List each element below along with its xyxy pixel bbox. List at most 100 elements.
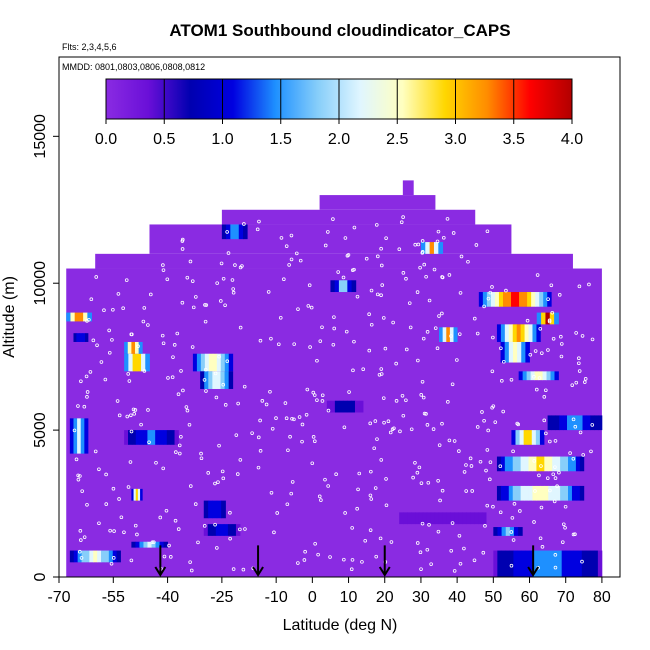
sample-point (379, 367, 384, 371)
cloud-feature (496, 485, 585, 501)
cloud-cell (594, 415, 599, 431)
sample-point (368, 493, 373, 498)
cloud-cell (500, 456, 506, 472)
sample-point (241, 567, 246, 572)
cloud-cell (573, 550, 579, 577)
sample-point (553, 465, 557, 469)
sample-point (176, 527, 181, 531)
sample-point (180, 237, 185, 242)
cloud-cell (512, 485, 518, 501)
cloud-cell (496, 456, 502, 472)
cloud-cell (330, 400, 336, 413)
sample-point (184, 405, 189, 409)
sample-point (538, 536, 543, 541)
cloud-cell (446, 327, 451, 342)
sample-point (418, 550, 423, 555)
cloud-cell (498, 292, 504, 307)
sample-point (102, 308, 106, 313)
cloud-cell (585, 550, 591, 577)
cloud-cell (560, 485, 565, 501)
sample-point (404, 347, 409, 352)
sample-point (180, 247, 185, 251)
sample-point (435, 239, 440, 244)
sample-point (440, 275, 445, 280)
sample-point (515, 421, 520, 426)
cloud-cell (216, 353, 222, 372)
cloud-cell (550, 371, 555, 381)
cloud-cell (597, 550, 603, 577)
cloud-feature (547, 415, 603, 431)
sample-point (152, 540, 156, 544)
cloud-cell (203, 524, 209, 536)
cloud-cell (159, 430, 164, 445)
sample-point (215, 281, 219, 285)
cloud-cell (227, 524, 233, 536)
cloud-cell (567, 415, 572, 431)
sample-point (238, 458, 243, 462)
sample-point (421, 336, 426, 341)
cloud-cell (155, 541, 160, 548)
cloud-feature (131, 541, 168, 548)
cloud-cell (69, 550, 75, 563)
sample-point (204, 389, 208, 393)
sample-point (85, 390, 90, 394)
sample-point (437, 314, 441, 318)
sample-point (242, 222, 246, 226)
cloud-cell (590, 415, 595, 431)
cloud-cell (505, 527, 511, 536)
sample-point (457, 449, 461, 453)
sample-point (342, 557, 346, 562)
sample-point (421, 395, 426, 400)
sample-point (425, 330, 430, 334)
cloud-cell (101, 550, 106, 563)
sample-point (384, 503, 389, 508)
sample-point (547, 319, 552, 324)
sample-point (79, 556, 84, 560)
sample-point (172, 343, 177, 347)
sample-point (332, 315, 336, 319)
cloud-cell (425, 242, 431, 254)
sample-point (304, 412, 309, 417)
cloud-cell (220, 371, 225, 389)
sample-point (407, 301, 412, 305)
cloud-cell (446, 512, 451, 525)
sample-point (490, 369, 495, 374)
cloud-cell (497, 550, 502, 577)
cloud-cell (330, 280, 336, 293)
sample-point (204, 303, 209, 307)
sample-point (221, 476, 226, 481)
sample-point (294, 251, 299, 256)
cloud-cell (500, 341, 506, 363)
sample-point (176, 392, 181, 396)
cloud-cell (442, 327, 447, 342)
sample-point (283, 401, 288, 405)
sample-point (292, 417, 296, 422)
cloud-cell (73, 550, 79, 563)
sample-point (380, 283, 385, 287)
sample-point (574, 331, 578, 335)
sample-point (278, 315, 283, 320)
cloud-cell (509, 550, 514, 577)
sample-point (76, 473, 80, 478)
sample-point (445, 217, 450, 221)
sample-point (382, 420, 386, 425)
sample-point (158, 515, 163, 520)
sample-point (331, 342, 336, 347)
cloud-cell (520, 485, 525, 501)
sample-point (167, 543, 171, 548)
sample-point (540, 545, 545, 549)
sample-point (99, 360, 104, 364)
cloud-cell (519, 430, 525, 445)
sample-point (509, 378, 514, 382)
cloud-cell (536, 312, 542, 325)
sample-point (369, 469, 373, 474)
cloud-cell (544, 485, 549, 501)
sample-point (88, 370, 93, 374)
sample-point (547, 318, 552, 323)
sample-point (111, 556, 116, 560)
cloud-cell (69, 418, 74, 454)
cloud-cell (422, 512, 428, 525)
coverage-band (402, 180, 414, 196)
cloud-cell (140, 488, 143, 501)
sample-point (469, 464, 474, 468)
